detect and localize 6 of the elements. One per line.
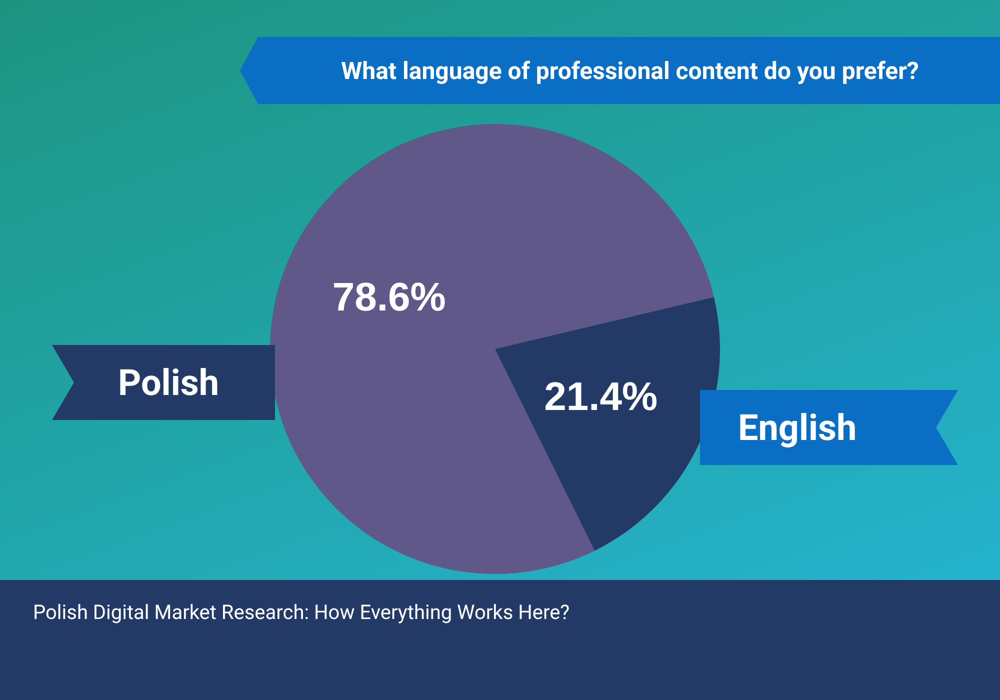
- text: Polish Digital Market Research: How Everything Works Here?: [33, 600, 570, 624]
- slice-label: English: [700, 390, 958, 465]
- slice-label: Polish: [52, 345, 275, 420]
- data-label: 21.4%: [544, 374, 658, 419]
- data-label: 78.6%: [332, 275, 446, 320]
- chart-title: What language of professional content do you prefer?: [240, 37, 1000, 104]
